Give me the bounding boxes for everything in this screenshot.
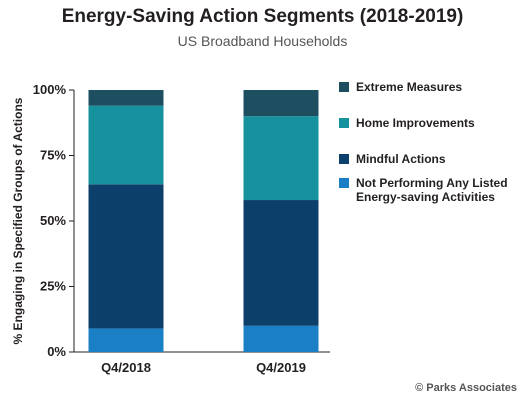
bar-segment-q4-2019-0: [243, 325, 319, 352]
legend-swatch: [339, 82, 349, 92]
legend-label: Mindful Actions: [356, 152, 446, 166]
bar-segment-q4-2018-1: [88, 184, 164, 329]
x-tick-label: Q4/2019: [256, 360, 306, 375]
legend-label: Home Improvements: [356, 116, 475, 130]
y-tick-label: 50%: [40, 213, 66, 228]
y-axis-label: % Engaging in Specified Groups of Action…: [11, 97, 25, 344]
y-tick-label: 25%: [40, 279, 66, 294]
legend-item: Extreme Measures: [339, 80, 462, 94]
bar-segment-q4-2019-1: [243, 200, 319, 326]
legend-swatch: [339, 118, 349, 128]
chart-subtitle: US Broadband Households: [177, 33, 348, 49]
legend-label: Extreme Measures: [356, 80, 463, 94]
bar-segment-q4-2019-2: [243, 116, 319, 201]
y-tick-label: 0%: [47, 344, 66, 359]
legend-item: Home Improvements: [339, 116, 475, 130]
legend-item: Mindful Actions: [339, 152, 446, 166]
chart-title: Energy-Saving Action Segments (2018-2019…: [61, 6, 464, 27]
legend-label: Not Performing Any Listed Energy-saving …: [356, 176, 508, 204]
bar-segment-q4-2018-0: [88, 328, 164, 352]
bar-segment-q4-2018-2: [88, 105, 164, 185]
legend-swatch: [339, 178, 349, 188]
y-tick-label: 100%: [33, 82, 67, 97]
legend-swatch: [339, 154, 349, 164]
x-tick-label: Q4/2018: [101, 360, 151, 375]
y-tick-label: 75%: [40, 148, 66, 163]
legend-item: Not Performing Any Listed Energy-saving …: [339, 176, 516, 204]
bar-segment-q4-2019-3: [243, 90, 319, 117]
source-credit: © Parks Associates: [415, 382, 517, 394]
bar-segment-q4-2018-3: [88, 90, 164, 106]
